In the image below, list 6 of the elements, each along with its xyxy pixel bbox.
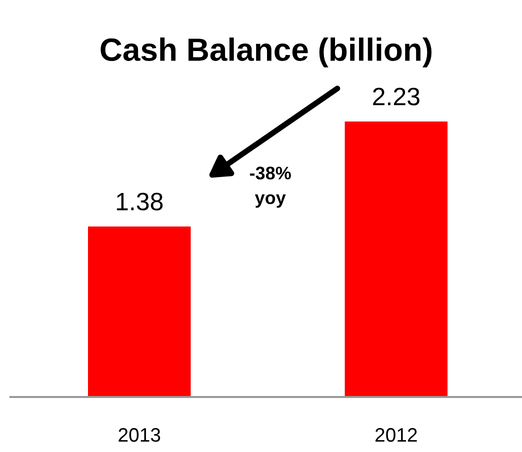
chart-title: Cash Balance (billion)	[100, 38, 432, 68]
x-tick-label: 2013	[118, 428, 160, 442]
data-label: 1.38	[116, 192, 163, 210]
data-label: 2.23	[373, 88, 420, 106]
x-tick-label: 2012	[376, 428, 417, 442]
annotation: -38% yoy	[250, 166, 291, 208]
